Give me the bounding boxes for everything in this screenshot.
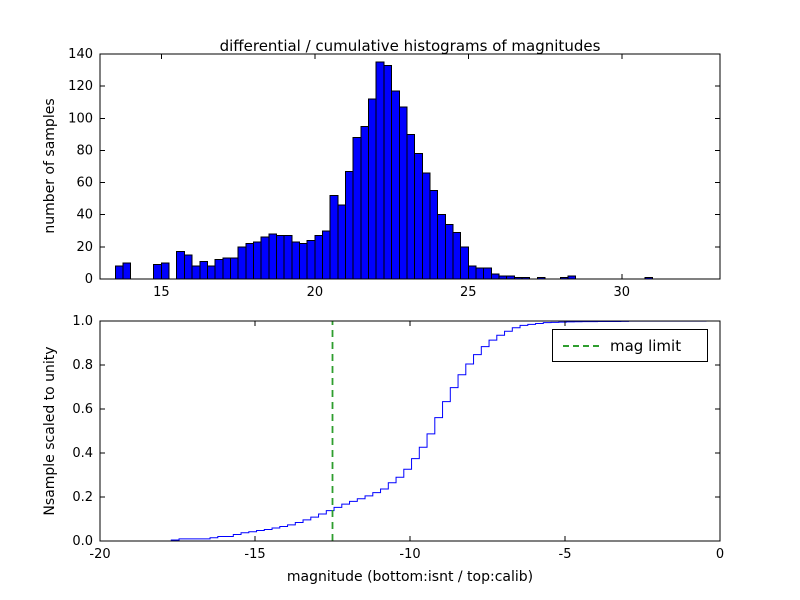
svg-text:80: 80 bbox=[76, 143, 93, 158]
svg-text:120: 120 bbox=[68, 79, 93, 94]
legend: mag limit bbox=[552, 329, 708, 362]
svg-text:40: 40 bbox=[76, 208, 93, 223]
svg-text:-10: -10 bbox=[399, 547, 420, 562]
svg-text:0.4: 0.4 bbox=[72, 446, 93, 461]
histogram-bars bbox=[114, 61, 653, 280]
svg-text:1.0: 1.0 bbox=[72, 314, 93, 329]
svg-text:15: 15 bbox=[153, 285, 170, 300]
svg-text:60: 60 bbox=[76, 176, 93, 191]
top-axes: 15 20 25 30 0 20 40 60 80 100 120 140 bbox=[68, 47, 721, 300]
mag-limit-dash-icon bbox=[563, 344, 599, 347]
svg-text:0.2: 0.2 bbox=[72, 490, 93, 505]
legend-label: mag limit bbox=[610, 336, 682, 355]
bottom-y-axis-label: Nsample scaled to unity bbox=[42, 346, 58, 516]
svg-text:0.6: 0.6 bbox=[72, 402, 93, 417]
bottom-x-axis-label: magnitude (bottom:isnt / top:calib) bbox=[286, 569, 534, 585]
top-y-axis-label: number of samples bbox=[42, 98, 58, 234]
svg-text:20: 20 bbox=[307, 285, 324, 300]
svg-text:-5: -5 bbox=[559, 547, 572, 562]
svg-text:0.0: 0.0 bbox=[72, 534, 93, 549]
svg-text:140: 140 bbox=[68, 47, 93, 62]
cumulative-step-line bbox=[100, 320, 720, 542]
svg-text:25: 25 bbox=[460, 285, 477, 300]
svg-text:0.8: 0.8 bbox=[72, 358, 93, 373]
svg-text:20: 20 bbox=[76, 240, 93, 255]
svg-text:-20: -20 bbox=[89, 547, 110, 562]
svg-text:100: 100 bbox=[68, 111, 93, 126]
svg-text:0: 0 bbox=[716, 547, 724, 562]
svg-text:-15: -15 bbox=[244, 547, 265, 562]
chart-title: differential / cumulative histograms of … bbox=[219, 37, 601, 55]
bottom-axes: -20 -15 -10 -5 0 0.0 0.2 0.4 0.6 0.8 1.0 bbox=[72, 314, 724, 562]
svg-text:0: 0 bbox=[85, 272, 93, 287]
svg-text:30: 30 bbox=[614, 285, 631, 300]
